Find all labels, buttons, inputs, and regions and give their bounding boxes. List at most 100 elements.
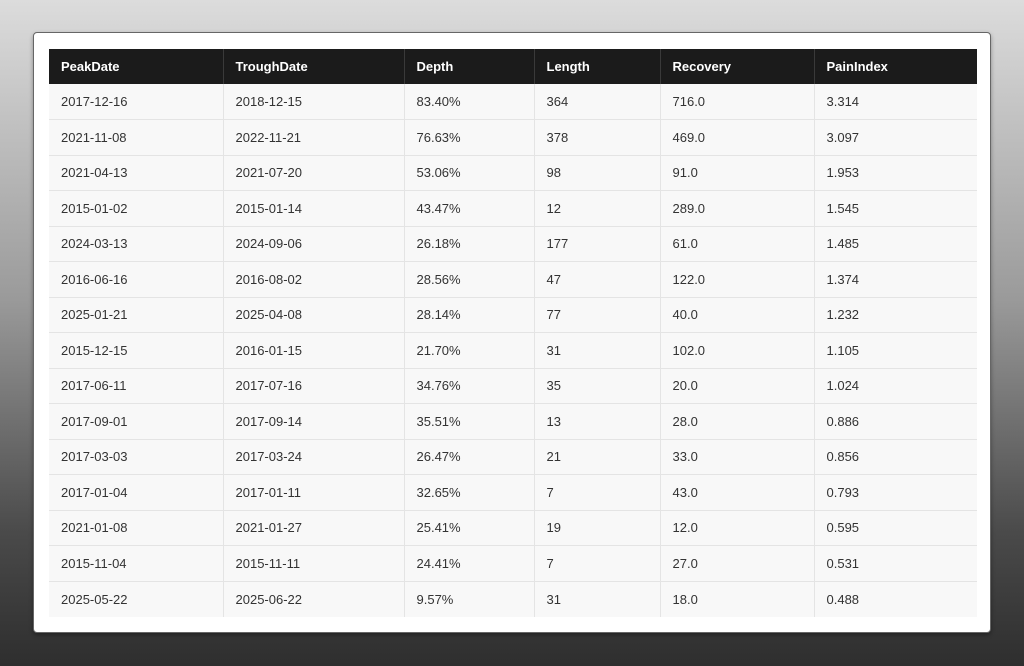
column-header-painindex[interactable]: PainIndex	[814, 49, 977, 84]
cell-troughdate: 2017-07-16	[223, 368, 405, 404]
table-row: 2025-01-21 2025-04-08 28.14% 77 40.0 1.232	[49, 297, 977, 333]
cell-depth: 34.76%	[404, 368, 535, 404]
cell-recovery: 289.0	[660, 190, 815, 227]
table-row: 2017-06-11 2017-07-16 34.76% 35 20.0 1.024	[49, 368, 977, 404]
cell-peakdate: 2017-01-04	[49, 474, 224, 511]
column-header-troughdate[interactable]: TroughDate	[223, 49, 405, 84]
cell-peakdate: 2016-06-16	[49, 261, 224, 298]
cell-troughdate: 2025-06-22	[223, 581, 405, 617]
cell-depth: 25.41%	[404, 510, 535, 546]
cell-recovery: 43.0	[660, 474, 815, 511]
cell-troughdate: 2015-01-14	[223, 190, 405, 227]
cell-troughdate: 2025-04-08	[223, 297, 405, 333]
cell-depth: 9.57%	[404, 581, 535, 617]
cell-painindex: 0.595	[814, 510, 977, 546]
drawdown-table: PeakDate TroughDate Depth Length Recovery Pai…	[49, 49, 977, 617]
cell-troughdate: 2022-11-21	[223, 119, 405, 156]
cell-length: 31	[534, 332, 661, 369]
cell-length: 7	[534, 545, 661, 582]
cell-length: 21	[534, 439, 661, 475]
column-header-peakdate[interactable]: PeakDate	[49, 49, 224, 84]
table-row: 2017-03-03 2017-03-24 26.47% 21 33.0 0.856	[49, 439, 977, 475]
cell-length: 31	[534, 581, 661, 617]
cell-peakdate: 2024-03-13	[49, 226, 224, 262]
cell-length: 364	[534, 84, 661, 120]
table-row: 2021-01-08 2021-01-27 25.41% 19 12.0 0.595	[49, 510, 977, 546]
cell-painindex: 1.232	[814, 297, 977, 333]
cell-painindex: 0.886	[814, 403, 977, 440]
table-row: 2024-03-13 2024-09-06 26.18% 177 61.0 1.485	[49, 226, 977, 262]
cell-troughdate: 2018-12-15	[223, 84, 405, 120]
cell-painindex: 1.545	[814, 190, 977, 227]
cell-painindex: 3.314	[814, 84, 977, 120]
column-header-recovery[interactable]: Recovery	[660, 49, 815, 84]
cell-recovery: 18.0	[660, 581, 815, 617]
table-row: 2015-01-02 2015-01-14 43.47% 12 289.0 1.545	[49, 190, 977, 227]
cell-recovery: 28.0	[660, 403, 815, 440]
cell-depth: 76.63%	[404, 119, 535, 156]
cell-depth: 24.41%	[404, 545, 535, 582]
table-row: 2017-12-16 2018-12-15 83.40% 364 716.0 3.314	[49, 84, 977, 120]
header-row: PeakDate TroughDate Depth Length Recovery Pai…	[49, 49, 977, 84]
cell-painindex: 1.485	[814, 226, 977, 262]
cell-depth: 28.56%	[404, 261, 535, 298]
table-row: 2016-06-16 2016-08-02 28.56% 47 122.0 1.374	[49, 261, 977, 298]
cell-length: 7	[534, 474, 661, 511]
column-header-length[interactable]: Length	[534, 49, 661, 84]
cell-recovery: 27.0	[660, 545, 815, 582]
cell-painindex: 1.024	[814, 368, 977, 404]
cell-painindex: 0.856	[814, 439, 977, 475]
table-row: 2021-11-08 2022-11-21 76.63% 378 469.0 3.097	[49, 119, 977, 156]
cell-troughdate: 2016-01-15	[223, 332, 405, 369]
table-card: PeakDate TroughDate Depth Length Recovery Pai…	[33, 32, 991, 633]
cell-length: 12	[534, 190, 661, 227]
cell-peakdate: 2017-12-16	[49, 84, 224, 120]
cell-peakdate: 2015-11-04	[49, 545, 224, 582]
cell-peakdate: 2015-12-15	[49, 332, 224, 369]
cell-length: 177	[534, 226, 661, 262]
cell-depth: 28.14%	[404, 297, 535, 333]
cell-depth: 53.06%	[404, 155, 535, 191]
table-row: 2015-12-15 2016-01-15 21.70% 31 102.0 1.105	[49, 332, 977, 369]
cell-troughdate: 2016-08-02	[223, 261, 405, 298]
table-row: 2017-01-04 2017-01-11 32.65% 7 43.0 0.793	[49, 474, 977, 511]
cell-depth: 26.47%	[404, 439, 535, 475]
cell-peakdate: 2021-01-08	[49, 510, 224, 546]
cell-recovery: 122.0	[660, 261, 815, 298]
cell-painindex: 0.488	[814, 581, 977, 617]
cell-peakdate: 2025-05-22	[49, 581, 224, 617]
table-header: PeakDate TroughDate Depth Length Recovery Pai…	[49, 49, 977, 84]
cell-recovery: 33.0	[660, 439, 815, 475]
cell-peakdate: 2017-06-11	[49, 368, 224, 404]
cell-recovery: 91.0	[660, 155, 815, 191]
cell-recovery: 102.0	[660, 332, 815, 369]
cell-depth: 32.65%	[404, 474, 535, 511]
table-body: 2017-12-16 2018-12-15 83.40% 364 716.0 3.314 2…	[49, 84, 977, 617]
cell-depth: 35.51%	[404, 403, 535, 440]
cell-recovery: 61.0	[660, 226, 815, 262]
cell-painindex: 0.531	[814, 545, 977, 582]
cell-depth: 26.18%	[404, 226, 535, 262]
cell-troughdate: 2017-09-14	[223, 403, 405, 440]
cell-peakdate: 2017-09-01	[49, 403, 224, 440]
cell-peakdate: 2017-03-03	[49, 439, 224, 475]
cell-troughdate: 2024-09-06	[223, 226, 405, 262]
column-header-depth[interactable]: Depth	[404, 49, 535, 84]
cell-painindex: 1.374	[814, 261, 977, 298]
cell-depth: 83.40%	[404, 84, 535, 120]
table-row: 2021-04-13 2021-07-20 53.06% 98 91.0 1.953	[49, 155, 977, 191]
cell-length: 77	[534, 297, 661, 333]
cell-length: 19	[534, 510, 661, 546]
cell-painindex: 3.097	[814, 119, 977, 156]
cell-depth: 21.70%	[404, 332, 535, 369]
table-row: 2015-11-04 2015-11-11 24.41% 7 27.0 0.531	[49, 545, 977, 582]
cell-painindex: 1.953	[814, 155, 977, 191]
cell-depth: 43.47%	[404, 190, 535, 227]
cell-recovery: 40.0	[660, 297, 815, 333]
cell-length: 378	[534, 119, 661, 156]
table-row: 2017-09-01 2017-09-14 35.51% 13 28.0 0.886	[49, 403, 977, 440]
table-row: 2025-05-22 2025-06-22 9.57% 31 18.0 0.488	[49, 581, 977, 617]
cell-peakdate: 2015-01-02	[49, 190, 224, 227]
cell-length: 98	[534, 155, 661, 191]
cell-troughdate: 2017-03-24	[223, 439, 405, 475]
